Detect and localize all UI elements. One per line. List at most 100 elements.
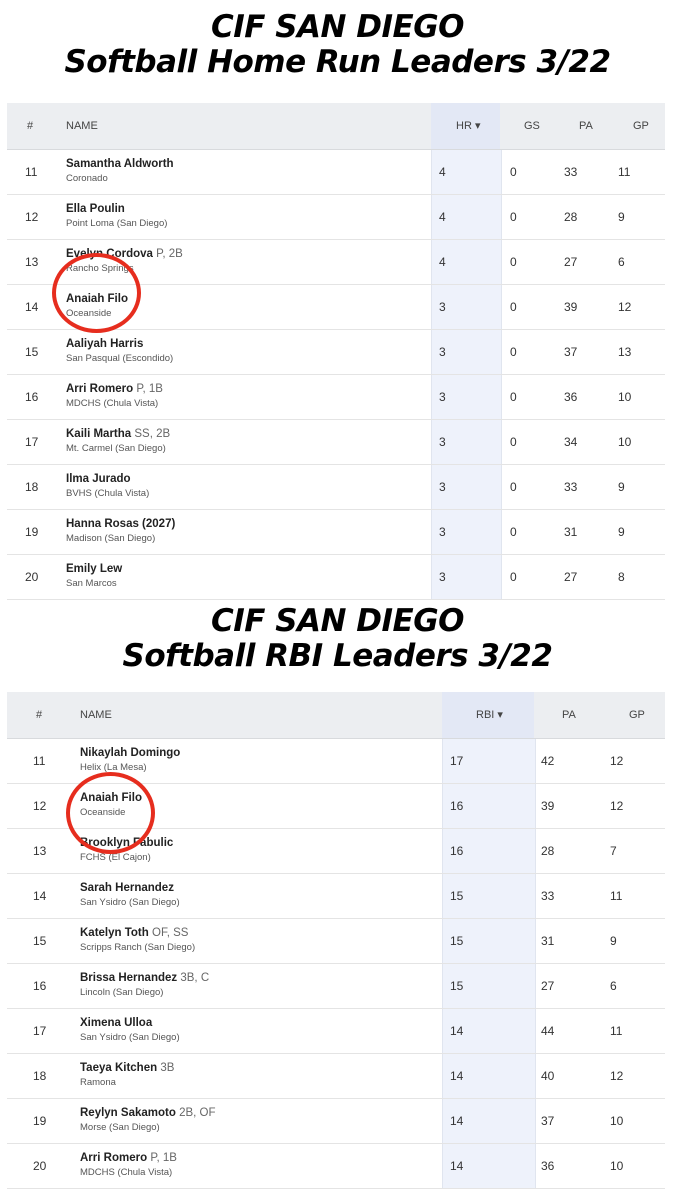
cell-gp: 10 [618, 435, 632, 449]
player-name[interactable]: Arri Romero P, 1B [66, 381, 163, 397]
cell-gp: 11 [618, 165, 631, 179]
cell-rank: 15 [25, 345, 39, 359]
player-cell: Kaili Martha SS, 2B Mt. Carmel (San Diego… [66, 426, 170, 455]
cell-pa: 37 [541, 1114, 555, 1128]
player-name-text: Ella Poulin [66, 203, 125, 215]
cell-gp: 12 [610, 754, 624, 768]
player-name[interactable]: Emily Lew [66, 561, 122, 577]
player-position: SS, 2B [134, 428, 171, 440]
table-row[interactable]: 16 Brissa Hernandez 3B, C Lincoln (San Die… [7, 964, 665, 1009]
player-cell: Nikaylah Domingo Helix (La Mesa) [80, 745, 180, 774]
table-row[interactable]: 11 Nikaylah Domingo Helix (La Mesa) 17 42 12 [7, 739, 665, 784]
player-name[interactable]: Katelyn Toth OF, SS [80, 925, 195, 941]
cell-gp: 11 [610, 889, 623, 903]
cell-rank: 18 [25, 480, 39, 494]
table-row[interactable]: 11 Samantha Aldworth Coronado 4 0 33 11 [7, 150, 665, 195]
cell-gs: 0 [510, 480, 517, 494]
cell-rank: 12 [25, 210, 39, 224]
table-row[interactable]: 12 Ella Poulin Point Loma (San Diego) 4 0 28… [7, 195, 665, 240]
rbi-col-rbi-sorted[interactable]: RBI ▾ [476, 709, 503, 721]
cell-rank: 14 [33, 889, 47, 903]
table-row[interactable]: 15 Aaliyah Harris San Pasqual (Escondido)… [7, 330, 665, 375]
cell-rank: 16 [33, 979, 47, 993]
cell-pa: 42 [541, 754, 555, 768]
cell-rbi: 14 [450, 1159, 464, 1173]
cell-gs: 0 [510, 435, 517, 449]
table-row[interactable]: 20 Arri Romero P, 1B MDCHS (Chula Vista) 14… [7, 1144, 665, 1189]
cell-pa: 28 [541, 844, 555, 858]
rbi-leaders-table: # NAME RBI ▾ PA GP 11 Nikaylah Domingo He… [7, 692, 665, 1189]
table-row[interactable]: 18 Taeya Kitchen 3B Ramona 14 40 12 [7, 1054, 665, 1099]
cell-gs: 0 [510, 300, 517, 314]
player-name[interactable]: Hanna Rosas (2027) [66, 516, 175, 532]
player-cell: Ximena Ulloa San Ysidro (San Diego) [80, 1015, 180, 1044]
hr-col-gp[interactable]: GP [633, 120, 649, 132]
player-cell: Aaliyah Harris San Pasqual (Escondido) [66, 336, 173, 365]
player-name[interactable]: Ximena Ulloa [80, 1015, 180, 1031]
player-name[interactable]: Ella Poulin [66, 201, 167, 217]
cell-rank: 20 [33, 1159, 47, 1173]
player-position: P, 1B [150, 1152, 177, 1164]
player-name[interactable]: Aaliyah Harris [66, 336, 173, 352]
rbi-col-gp[interactable]: GP [629, 709, 645, 721]
rbi-title-line1: CIF SAN DIEGO [210, 603, 465, 639]
player-name[interactable]: Nikaylah Domingo [80, 745, 180, 761]
cell-rank: 20 [25, 570, 39, 584]
player-name-text: Aaliyah Harris [66, 338, 144, 350]
cell-pa: 36 [564, 390, 578, 404]
player-cell: Brissa Hernandez 3B, C Lincoln (San Diego… [80, 970, 209, 999]
table-row[interactable]: 18 Ilma Jurado BVHS (Chula Vista) 3 0 33 9 [7, 465, 665, 510]
cell-pa: 37 [564, 345, 578, 359]
table-row[interactable]: 20 Emily Lew San Marcos 3 0 27 8 [7, 555, 665, 600]
rbi-col-name[interactable]: NAME [80, 709, 112, 721]
cell-rank: 19 [25, 525, 39, 539]
player-cell: Arri Romero P, 1B MDCHS (Chula Vista) [80, 1150, 177, 1179]
cell-gp: 10 [618, 390, 632, 404]
player-name[interactable]: Samantha Aldworth [66, 156, 174, 172]
table-row[interactable]: 17 Ximena Ulloa San Ysidro (San Diego) 14 4… [7, 1009, 665, 1054]
player-name[interactable]: Ilma Jurado [66, 471, 149, 487]
table-row[interactable]: 19 Reylyn Sakamoto 2B, OF Morse (San Diego… [7, 1099, 665, 1144]
hr-leaders-table: # NAME HR ▾ GS PA GP 11 Samantha Aldworth… [7, 103, 665, 600]
player-name[interactable]: Reylyn Sakamoto 2B, OF [80, 1105, 216, 1121]
hr-col-name[interactable]: NAME [66, 120, 98, 132]
player-cell: Taeya Kitchen 3B Ramona [80, 1060, 174, 1089]
player-cell: Hanna Rosas (2027) Madison (San Diego) [66, 516, 175, 545]
player-school: Coronado [66, 173, 108, 184]
player-name[interactable]: Brissa Hernandez 3B, C [80, 970, 209, 986]
player-school: San Ysidro (San Diego) [80, 1032, 180, 1043]
hr-col-pa[interactable]: PA [579, 120, 593, 132]
hr-col-gs[interactable]: GS [524, 120, 540, 132]
cell-rank: 17 [33, 1024, 47, 1038]
cell-gp: 6 [610, 979, 617, 993]
table-row[interactable]: 14 Sarah Hernandez San Ysidro (San Diego)… [7, 874, 665, 919]
cell-pa: 39 [564, 300, 578, 314]
player-name-text: Arri Romero [80, 1152, 148, 1164]
cell-gp: 6 [618, 255, 625, 269]
cell-pa: 27 [541, 979, 555, 993]
cell-pa: 31 [541, 934, 555, 948]
cell-rbi: 15 [450, 979, 464, 993]
cell-pa: 33 [564, 480, 578, 494]
cell-gp: 12 [610, 1069, 624, 1083]
cell-hr: 3 [439, 480, 446, 494]
table-row[interactable]: 19 Hanna Rosas (2027) Madison (San Diego)… [7, 510, 665, 555]
player-name[interactable]: Sarah Hernandez [80, 880, 180, 896]
rbi-section-title: CIF SAN DIEGO Softball RBI Leaders 3/22 [0, 604, 675, 674]
table-row[interactable]: 17 Kaili Martha SS, 2B Mt. Carmel (San Die… [7, 420, 665, 465]
player-name[interactable]: Taeya Kitchen 3B [80, 1060, 174, 1076]
rbi-col-pa[interactable]: PA [562, 709, 576, 721]
player-name[interactable]: Kaili Martha SS, 2B [66, 426, 170, 442]
hr-col-hr-sorted[interactable]: HR ▾ [456, 120, 481, 132]
table-row[interactable]: 15 Katelyn Toth OF, SS Scripps Ranch (San … [7, 919, 665, 964]
cell-rbi: 15 [450, 889, 464, 903]
cell-gp: 9 [610, 934, 617, 948]
cell-rank: 12 [33, 799, 47, 813]
cell-rank: 14 [25, 300, 39, 314]
player-position: OF, SS [152, 927, 189, 939]
table-row[interactable]: 16 Arri Romero P, 1B MDCHS (Chula Vista) 3 0… [7, 375, 665, 420]
cell-rbi: 14 [450, 1114, 464, 1128]
player-name[interactable]: Arri Romero P, 1B [80, 1150, 177, 1166]
rbi-col-rank: # [36, 709, 43, 721]
player-name-text: Brissa Hernandez [80, 972, 178, 984]
